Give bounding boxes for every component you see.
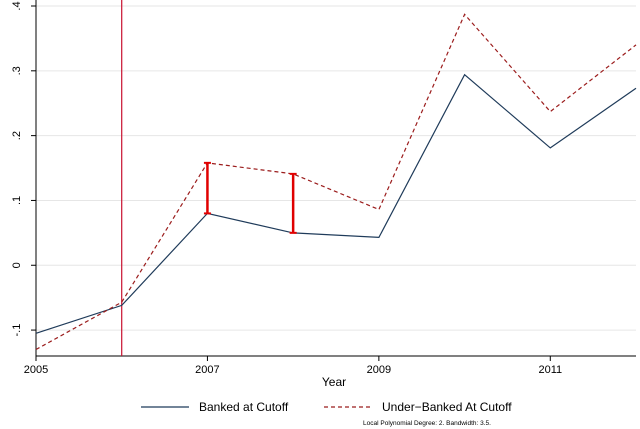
y-tick-label: .4 — [11, 1, 23, 10]
y-tick-label: .3 — [11, 66, 23, 75]
series-line-under-banked — [35, 13, 637, 351]
legend-label-under-banked: Under−Banked At Cutoff — [382, 400, 512, 414]
y-tick-label: .1 — [11, 196, 23, 205]
series-line-banked — [35, 73, 637, 334]
y-tick-label: -.1 — [11, 324, 23, 337]
grid-layer — [36, 5, 636, 331]
axes-layer: -.1 0 .1 .2 .3 .4 2005 2007 2009 2011 — [11, 0, 636, 376]
marker-layer — [203, 161, 297, 234]
y-tick-label: .2 — [11, 131, 23, 140]
x-tick-label: 2005 — [24, 364, 48, 376]
legend-label-banked: Banked at Cutoff — [199, 400, 289, 414]
x-tick-label: 2011 — [538, 364, 562, 376]
x-axis-title: Year — [322, 375, 346, 389]
x-tick-label: 2007 — [195, 364, 219, 376]
y-tick-label: 0 — [11, 262, 23, 268]
x-tick-label: 2009 — [367, 364, 391, 376]
chart-note: Local Polynomial Degree: 2. Bandwidth: 3… — [363, 420, 491, 427]
legend: Banked at Cutoff Under−Banked At Cutoff — [141, 400, 512, 414]
series-layer — [35, 0, 637, 356]
